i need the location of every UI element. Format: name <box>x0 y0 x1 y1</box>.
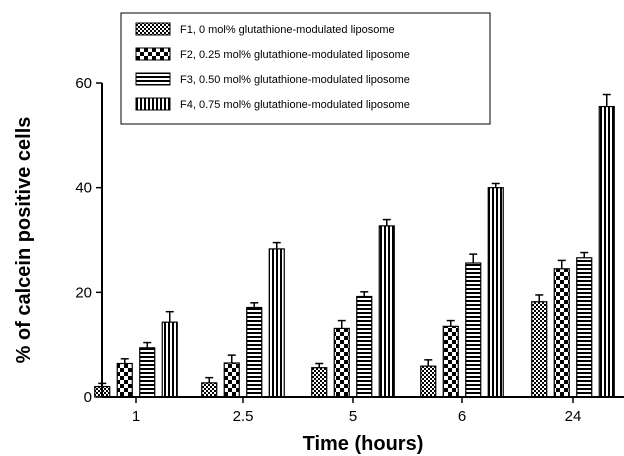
legend-label-s1: F1, 0 mol% glutathione-modulated liposom… <box>180 24 395 36</box>
legend-label-s3: F3, 0.50 mol% glutathione-modulated lipo… <box>180 74 410 86</box>
bar-s4-1 <box>161 321 178 398</box>
legend-label-s2: F2, 0.25 mol% glutathione-modulated lipo… <box>180 49 410 61</box>
x-tick-label: 6 <box>458 408 466 425</box>
bar-s3-1 <box>139 347 156 398</box>
bar-s2-6 <box>442 325 459 398</box>
bar-s3-5 <box>356 295 373 398</box>
bars-layer <box>94 105 615 398</box>
y-tick-label: 0 <box>84 389 92 406</box>
y-axis-title: % of calcein positive cells <box>13 117 35 364</box>
bar-s1-6 <box>420 365 437 398</box>
bar-s3-24 <box>576 257 593 398</box>
x-tick-label: 5 <box>349 408 357 425</box>
bar-s4-6 <box>487 187 504 398</box>
x-axis-title: Time (hours) <box>303 433 424 455</box>
bar-s4-24 <box>598 105 615 398</box>
legend-swatch-s3 <box>135 72 171 86</box>
bar-s1-2_5 <box>201 382 218 398</box>
legend-swatch-s4 <box>135 97 171 111</box>
bar-s2-1 <box>116 362 133 398</box>
bar-s4-2_5 <box>268 248 285 398</box>
legend-box <box>120 12 491 125</box>
bar-s2-24 <box>553 268 570 398</box>
y-tick-label: 40 <box>75 180 92 197</box>
x-ticks-layer: 1 2.5 5 6 24 <box>132 397 582 425</box>
bar-s3-6 <box>465 262 482 398</box>
legend-swatch-s1 <box>135 22 171 36</box>
bar-s2-5 <box>333 327 350 398</box>
x-tick-label: 1 <box>132 408 140 425</box>
bar-s1-24 <box>531 301 548 398</box>
x-tick-label: 2.5 <box>233 408 254 425</box>
bar-s1-5 <box>311 367 328 398</box>
error-bars-layer <box>98 93 611 387</box>
x-tick-label: 24 <box>565 408 582 425</box>
y-tick-label: 20 <box>75 284 92 301</box>
legend-swatch-s2 <box>135 47 171 61</box>
bar-s2-2_5 <box>223 362 240 398</box>
y-ticks-layer: 0 20 40 60 <box>75 75 102 406</box>
legend-label-s4: F4, 0.75 mol% glutathione-modulated lipo… <box>180 99 410 111</box>
y-tick-label: 60 <box>75 75 92 92</box>
bar-s4-5 <box>378 225 395 398</box>
bar-s3-2_5 <box>246 306 263 398</box>
legend: F1, 0 mol% glutathione-modulated liposom… <box>120 12 491 125</box>
